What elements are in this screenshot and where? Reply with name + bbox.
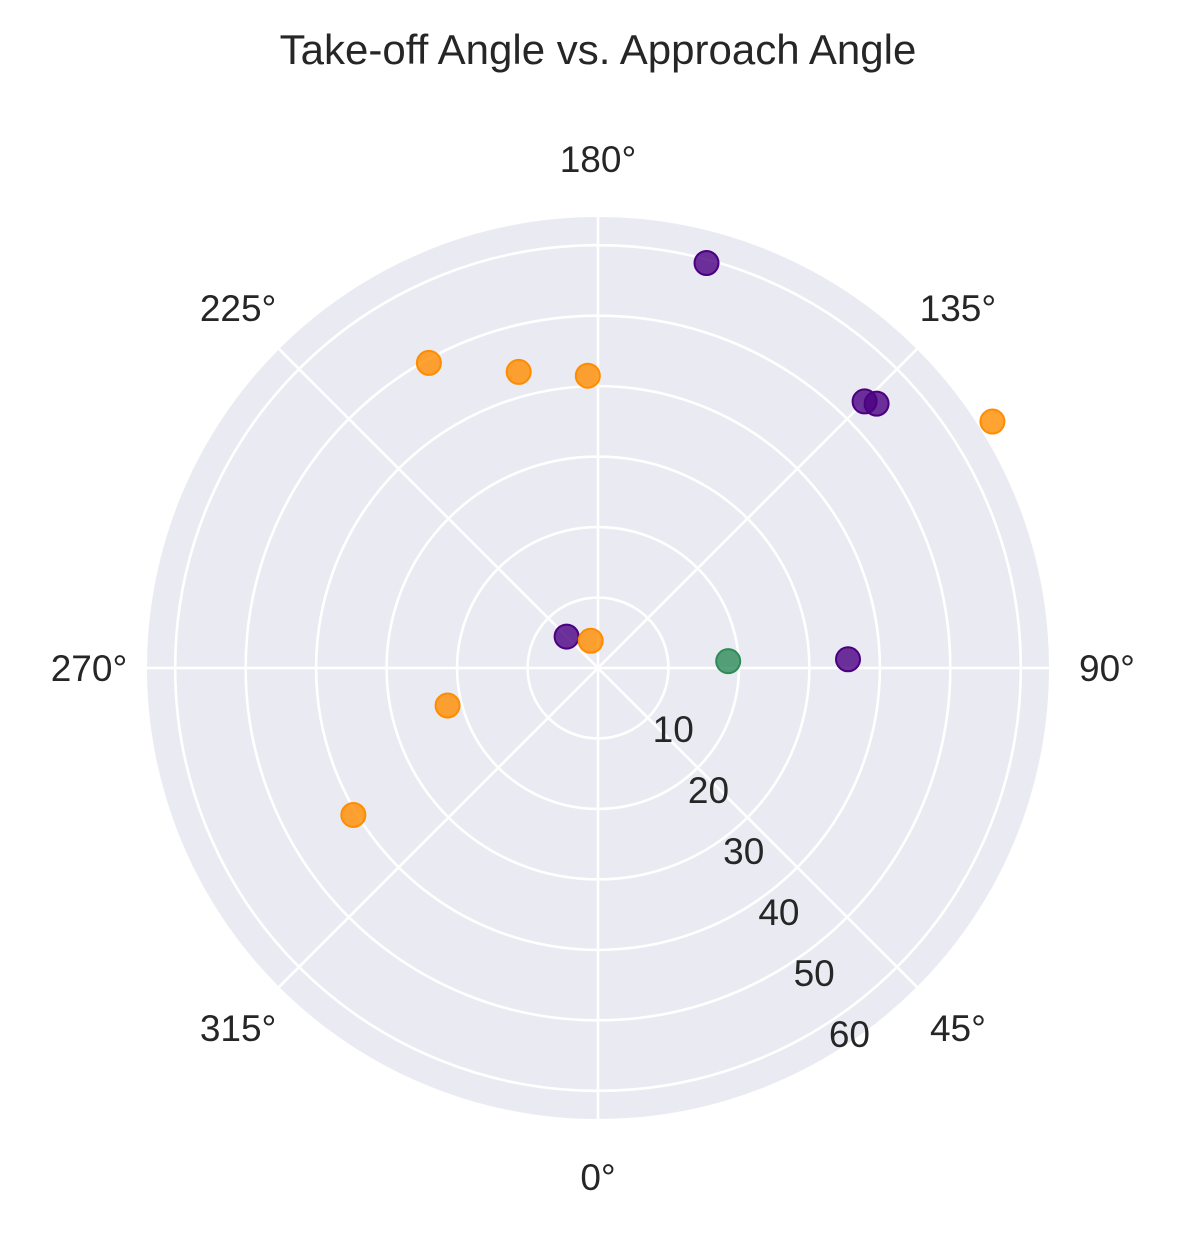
r-tick-label: 10 xyxy=(653,709,694,750)
theta-tick-label: 45° xyxy=(930,1008,986,1049)
theta-grid-line xyxy=(597,667,918,988)
theta-tick-label: 0° xyxy=(580,1157,615,1198)
data-point xyxy=(574,362,601,389)
r-tick-label: 30 xyxy=(723,831,764,872)
theta-tick-label: 270° xyxy=(51,648,128,689)
theta-tick-labels: 0° 45° 90° 135° 180° 225° 270° 315° xyxy=(51,139,1135,1198)
data-point xyxy=(863,390,890,417)
data-point xyxy=(979,408,1006,435)
theta-tick-label: 180° xyxy=(560,139,637,180)
data-point xyxy=(715,648,742,675)
r-tick-label: 50 xyxy=(794,953,835,994)
r-tick-label: 60 xyxy=(829,1014,870,1055)
theta-tick-label: 135° xyxy=(920,288,997,329)
r-tick-labels: 10 20 30 40 50 60 xyxy=(653,709,870,1055)
data-point xyxy=(415,349,442,376)
data-point xyxy=(553,623,580,650)
grid-layer xyxy=(147,217,1049,1119)
data-point xyxy=(434,692,461,719)
data-point xyxy=(693,249,720,276)
r-tick-label: 20 xyxy=(688,770,729,811)
data-point xyxy=(340,801,367,828)
theta-tick-label: 225° xyxy=(200,288,277,329)
data-points xyxy=(340,249,1006,828)
theta-grid-line xyxy=(278,667,599,988)
theta-grid-line xyxy=(278,348,599,669)
theta-tick-label: 90° xyxy=(1079,648,1135,689)
data-point xyxy=(577,627,604,654)
data-point xyxy=(835,646,862,673)
data-point xyxy=(505,358,532,385)
chart-title: Take-off Angle vs. Approach Angle xyxy=(280,26,917,73)
theta-tick-label: 315° xyxy=(200,1008,277,1049)
r-tick-label: 40 xyxy=(758,892,799,933)
